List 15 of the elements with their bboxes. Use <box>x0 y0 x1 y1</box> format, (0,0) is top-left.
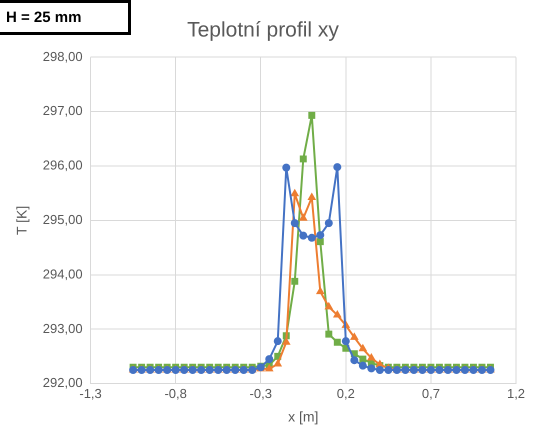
y-axis-title: T [K] <box>13 206 30 236</box>
y-tick-label: 298,00 <box>42 48 83 64</box>
y-tick-label: 296,00 <box>42 158 83 173</box>
x-axis-title: x [m] <box>288 408 318 424</box>
y-tick-label: 293,00 <box>42 320 83 336</box>
x-tick-label: 0,2 <box>336 386 355 401</box>
x-tick-label: -0,8 <box>164 386 187 401</box>
x-tick-label: 0,7 <box>422 386 440 401</box>
x-tick-label: 1,2 <box>506 386 526 401</box>
y-tick-label: 297,00 <box>42 103 83 118</box>
text: H = 25 mm <box>0 0 131 35</box>
y-tick-label: 294,00 <box>42 266 83 282</box>
x-tick-label: -0,3 <box>250 386 272 401</box>
chart-title: Teplotní profil xy <box>187 18 340 42</box>
y-tick-label: 295,00 <box>42 212 83 227</box>
